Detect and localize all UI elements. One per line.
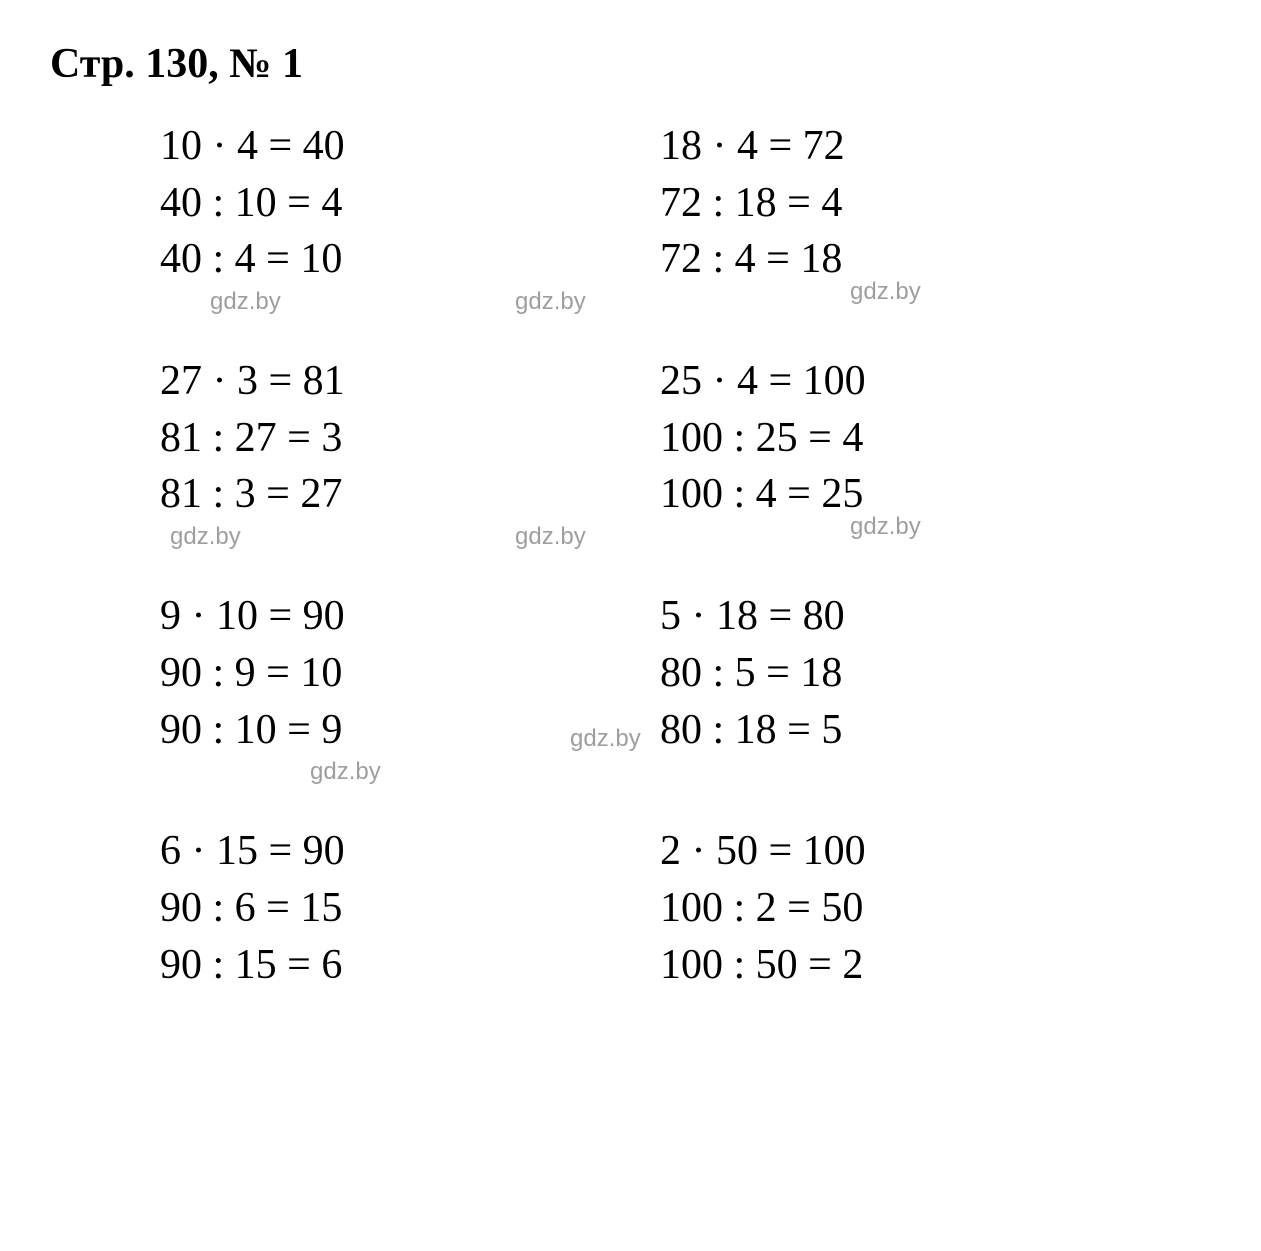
equation: 40 : 10 = 4 [160, 175, 440, 232]
equation: 9 · 10 = 90 [160, 588, 440, 645]
watermark: gdz.by [850, 278, 921, 306]
page-title: Стр. 130, № 1 [50, 40, 1211, 88]
left-column: 9 · 10 = 90 90 : 9 = 10 90 : 10 = 9 gdz.… [160, 588, 440, 758]
equation: 18 · 4 = 72 [660, 118, 940, 175]
equation: 90 : 15 = 6 [160, 937, 440, 994]
group-row: 9 · 10 = 90 90 : 9 = 10 90 : 10 = 9 gdz.… [160, 588, 1211, 758]
equation: 90 : 9 = 10 [160, 645, 440, 702]
watermark: gdz.by [850, 513, 921, 541]
left-column: 27 · 3 = 81 81 : 27 = 3 81 : 3 = 27 gdz.… [160, 353, 440, 523]
watermark: gdz.by [515, 288, 586, 316]
equation: 10 · 4 = 40 [160, 118, 440, 175]
equation: 72 : 18 = 4 [660, 175, 940, 232]
equation: 6 · 15 = 90 [160, 823, 440, 880]
equation: 90 : 6 = 15 [160, 880, 440, 937]
equations-container: 10 · 4 = 40 40 : 10 = 4 40 : 4 = 10 gdz.… [50, 118, 1211, 993]
equation: 81 : 3 = 27 [160, 466, 440, 523]
equation: 80 : 18 = 5 [660, 702, 940, 759]
group-row: 6 · 15 = 90 90 : 6 = 15 90 : 15 = 6 2 · … [160, 823, 1211, 993]
watermark: gdz.by [515, 523, 586, 551]
equation: 100 : 25 = 4 [660, 410, 940, 467]
equation: 5 · 18 = 80 [660, 588, 940, 645]
watermark: gdz.by [570, 725, 641, 753]
watermark: gdz.by [210, 288, 281, 316]
left-column: 6 · 15 = 90 90 : 6 = 15 90 : 15 = 6 [160, 823, 440, 993]
right-column: 5 · 18 = 80 80 : 5 = 18 80 : 18 = 5 gdz.… [660, 588, 940, 758]
equation: 2 · 50 = 100 [660, 823, 940, 880]
equation: 80 : 5 = 18 [660, 645, 940, 702]
watermark: gdz.by [310, 758, 381, 786]
watermark: gdz.by [170, 523, 241, 551]
left-column: 10 · 4 = 40 40 : 10 = 4 40 : 4 = 10 gdz.… [160, 118, 440, 288]
equation: 81 : 27 = 3 [160, 410, 440, 467]
equation: 100 : 2 = 50 [660, 880, 940, 937]
equation: 27 · 3 = 81 [160, 353, 440, 410]
equation: 100 : 50 = 2 [660, 937, 940, 994]
group-row: 27 · 3 = 81 81 : 27 = 3 81 : 3 = 27 gdz.… [160, 353, 1211, 523]
group-row: 10 · 4 = 40 40 : 10 = 4 40 : 4 = 10 gdz.… [160, 118, 1211, 288]
right-column: 2 · 50 = 100 100 : 2 = 50 100 : 50 = 2 [660, 823, 940, 993]
right-column: 25 · 4 = 100 100 : 25 = 4 100 : 4 = 25 g… [660, 353, 940, 523]
equation: 25 · 4 = 100 [660, 353, 940, 410]
right-column: 18 · 4 = 72 72 : 18 = 4 72 : 4 = 18 gdz.… [660, 118, 940, 288]
equation: 40 : 4 = 10 [160, 231, 440, 288]
equation: 90 : 10 = 9 [160, 702, 440, 759]
